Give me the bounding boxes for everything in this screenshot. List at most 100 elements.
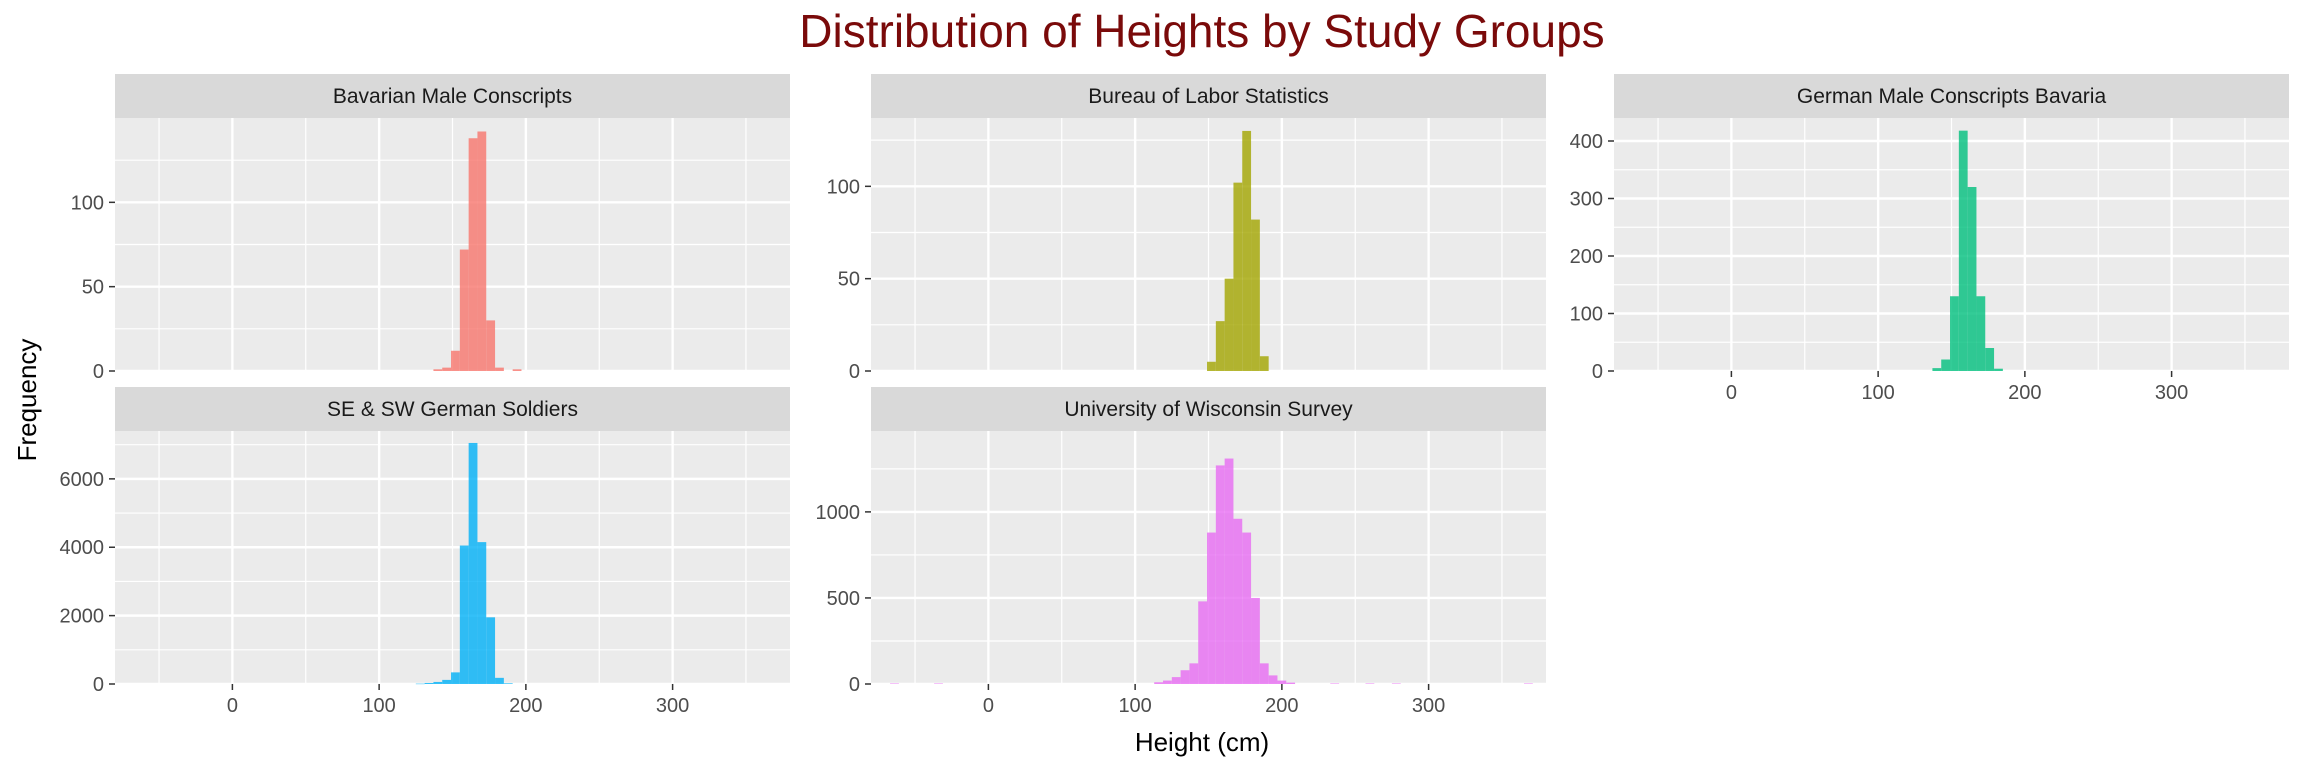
histogram-bar bbox=[1242, 130, 1252, 371]
facet-panel: Bavarian Male Conscripts 0 50 100 bbox=[71, 74, 790, 383]
x-tick-label: 200 bbox=[509, 695, 542, 717]
y-tick-label: 100 bbox=[1570, 304, 1603, 326]
histogram-bar bbox=[1163, 680, 1172, 684]
histogram-bar bbox=[1985, 348, 1995, 371]
histogram-bar bbox=[415, 683, 425, 685]
histogram-bar bbox=[459, 545, 469, 684]
y-tick-label: 6000 bbox=[60, 469, 105, 491]
facet-strip-label: German Male Conscripts Bavaria bbox=[1797, 85, 2107, 108]
facet-strip bbox=[115, 387, 790, 431]
histogram-bar bbox=[433, 369, 443, 371]
x-tick-label: 0 bbox=[227, 695, 238, 717]
x-tick-label: 300 bbox=[1412, 695, 1445, 717]
histogram-bar bbox=[1259, 356, 1269, 371]
facet-panel: University of Wisconsin Survey 0 500 1000 0 1… bbox=[816, 387, 1546, 717]
histogram-bar bbox=[1958, 130, 1968, 371]
y-tick-label: 0 bbox=[93, 361, 104, 383]
histogram-bar bbox=[442, 679, 452, 684]
histogram-bar bbox=[477, 542, 487, 684]
histogram-bar bbox=[486, 617, 496, 684]
facet-panel: SE & SW German Soldiers 0 2000 4000 6000 0 100… bbox=[60, 387, 790, 717]
x-tick-label: 300 bbox=[656, 695, 689, 717]
histogram-bar bbox=[1259, 663, 1269, 684]
histogram-bar bbox=[1523, 683, 1533, 684]
histogram-bar bbox=[1180, 670, 1190, 684]
facet-strip bbox=[1614, 74, 2289, 118]
histogram-bar bbox=[468, 138, 478, 371]
histogram-bar bbox=[1268, 675, 1278, 684]
y-tick-label: 1000 bbox=[816, 502, 861, 524]
x-tick-label: 200 bbox=[1265, 695, 1298, 717]
x-tick-label: 300 bbox=[2155, 382, 2188, 404]
histogram-bar bbox=[1251, 597, 1260, 684]
histogram-bar bbox=[477, 131, 487, 371]
histogram-bar bbox=[1242, 532, 1252, 684]
histogram-bar bbox=[1994, 368, 2003, 371]
facet-panel: German Male Conscripts Bavaria 0 100 200 300… bbox=[1570, 74, 2289, 404]
histogram-bar bbox=[512, 369, 522, 371]
histogram-bar bbox=[433, 681, 443, 684]
x-tick-label: 0 bbox=[1726, 382, 1737, 404]
y-tick-label: 200 bbox=[1570, 246, 1603, 268]
histogram-bar bbox=[1154, 682, 1164, 684]
y-tick-label: 0 bbox=[93, 674, 104, 696]
histogram-bar bbox=[1932, 368, 1942, 371]
x-tick-label: 0 bbox=[983, 695, 994, 717]
histogram-bar bbox=[495, 367, 504, 371]
y-tick-label: 100 bbox=[827, 176, 860, 198]
x-tick-label: 100 bbox=[362, 695, 395, 717]
histogram-bar bbox=[1215, 321, 1225, 371]
histogram-bar bbox=[1391, 683, 1401, 684]
x-axis-title: Height (cm) bbox=[1135, 727, 1269, 757]
y-tick-label: 500 bbox=[827, 588, 860, 610]
histogram-bar bbox=[468, 442, 478, 684]
histogram-bar bbox=[459, 249, 469, 371]
y-axis-title: Frequency bbox=[12, 339, 42, 462]
histogram-bar bbox=[1189, 663, 1199, 684]
histogram-bar bbox=[503, 683, 513, 684]
x-tick-label: 100 bbox=[1861, 382, 1894, 404]
facet-strip bbox=[115, 74, 790, 118]
x-tick-label: 200 bbox=[2008, 382, 2041, 404]
histogram-bar bbox=[451, 672, 460, 684]
histogram-bar bbox=[1365, 683, 1375, 684]
histogram-bar bbox=[1277, 680, 1287, 684]
y-tick-label: 50 bbox=[838, 269, 860, 291]
histogram-bar bbox=[1198, 601, 1208, 684]
facet-strip bbox=[871, 74, 1546, 118]
histogram-bar bbox=[424, 682, 434, 684]
histogram-bar bbox=[890, 683, 899, 684]
facet-strip bbox=[871, 387, 1546, 431]
histogram-bar bbox=[1233, 182, 1243, 371]
histogram-bar bbox=[1976, 296, 1986, 371]
histogram-bar bbox=[451, 350, 460, 371]
y-tick-label: 0 bbox=[849, 674, 860, 696]
histogram-bar bbox=[1207, 361, 1216, 371]
facet-panel: Bureau of Labor Statistics 0 50 100 bbox=[827, 74, 1546, 383]
facet-strip-label: SE & SW German Soldiers bbox=[327, 398, 578, 421]
histogram-bar bbox=[1224, 278, 1234, 371]
histogram-bar bbox=[1251, 219, 1260, 371]
y-tick-label: 300 bbox=[1570, 189, 1603, 211]
histogram-bar bbox=[442, 367, 452, 371]
histogram-bar bbox=[486, 320, 496, 371]
y-tick-label: 4000 bbox=[60, 537, 105, 559]
facet-strip-label: Bureau of Labor Statistics bbox=[1088, 85, 1328, 108]
facet-strip-label: Bavarian Male Conscripts bbox=[333, 85, 572, 108]
histogram-bar bbox=[1233, 518, 1243, 684]
histogram-bar bbox=[495, 677, 504, 684]
histogram-bar bbox=[1224, 458, 1234, 684]
histogram-bar bbox=[1330, 683, 1340, 684]
y-tick-label: 0 bbox=[1592, 361, 1603, 383]
histogram-bar bbox=[1967, 187, 1977, 371]
y-tick-label: 100 bbox=[71, 192, 104, 214]
chart-title: Distribution of Heights by Study Groups bbox=[799, 5, 1604, 57]
y-tick-label: 0 bbox=[849, 361, 860, 383]
y-tick-label: 50 bbox=[82, 277, 104, 299]
histogram-bar bbox=[934, 683, 943, 684]
histogram-bar bbox=[1941, 359, 1951, 371]
histogram-bar bbox=[1171, 677, 1181, 684]
histogram-bar bbox=[1207, 532, 1216, 684]
